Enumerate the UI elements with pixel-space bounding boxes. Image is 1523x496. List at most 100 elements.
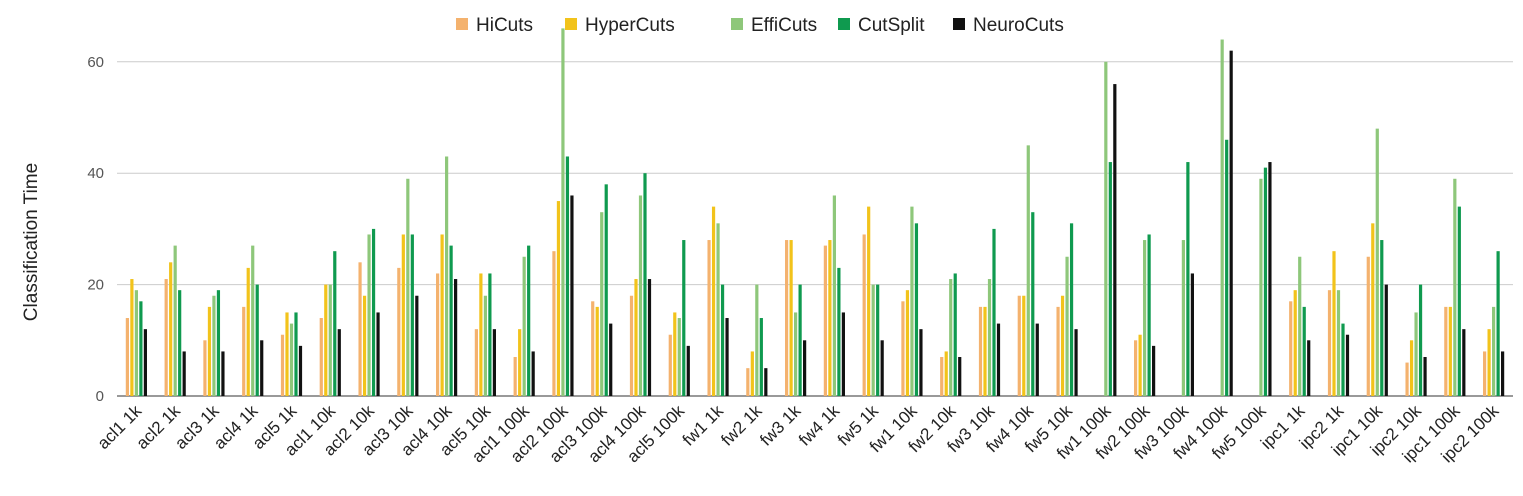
bar xyxy=(764,368,768,396)
bar xyxy=(711,206,716,396)
bar xyxy=(746,368,750,396)
series-HiCuts xyxy=(125,234,1487,396)
bar xyxy=(1293,290,1297,396)
bar xyxy=(513,357,517,396)
bar xyxy=(294,312,298,396)
series-CutSplit xyxy=(139,139,1500,396)
legend-swatch xyxy=(565,18,577,30)
bar xyxy=(518,329,522,396)
bar xyxy=(682,240,686,396)
bar xyxy=(1444,306,1448,396)
bar xyxy=(212,295,216,396)
bar xyxy=(139,301,143,396)
bar xyxy=(978,306,983,396)
legend-swatch xyxy=(953,18,965,30)
bar xyxy=(1069,223,1074,396)
bar xyxy=(1134,340,1138,396)
bar xyxy=(949,279,953,396)
series-HyperCuts xyxy=(130,201,1491,396)
bar xyxy=(987,279,992,396)
bar xyxy=(876,284,880,396)
bar xyxy=(449,245,453,396)
bar xyxy=(609,323,613,396)
bar xyxy=(1462,329,1466,396)
bar xyxy=(1453,178,1457,396)
bar xyxy=(1336,290,1341,396)
bar xyxy=(880,340,884,396)
bar xyxy=(1056,306,1060,396)
bar xyxy=(837,267,841,396)
legend-swatch xyxy=(456,18,468,30)
bar xyxy=(1414,312,1418,396)
bar xyxy=(492,329,496,396)
bar xyxy=(289,323,294,396)
bar xyxy=(1186,162,1190,396)
bar xyxy=(1113,84,1117,396)
bar xyxy=(324,284,328,396)
bar xyxy=(333,251,337,396)
bar xyxy=(823,245,827,396)
bar xyxy=(143,329,147,396)
bar xyxy=(125,318,129,396)
bar xyxy=(867,206,871,396)
bar xyxy=(436,273,440,396)
bar xyxy=(570,195,574,396)
bar xyxy=(629,295,634,396)
bar xyxy=(1487,329,1491,396)
legend-swatch xyxy=(838,18,850,30)
bar xyxy=(242,306,246,396)
bar xyxy=(556,201,561,396)
x-tick-label: fw4 1k xyxy=(795,401,844,450)
bar xyxy=(415,295,419,396)
bar xyxy=(750,351,754,396)
bar xyxy=(1152,345,1156,396)
bar xyxy=(298,345,303,396)
x-tick-label: fw1 1k xyxy=(679,401,728,450)
y-tick-label: 60 xyxy=(87,54,104,71)
bar xyxy=(1289,301,1293,396)
bar xyxy=(862,234,866,396)
bar xyxy=(367,234,371,396)
bar xyxy=(221,351,225,396)
bar xyxy=(488,273,492,396)
bar xyxy=(1031,212,1035,396)
bar xyxy=(958,357,962,396)
bar xyxy=(1225,139,1229,396)
bar xyxy=(803,340,807,396)
bar xyxy=(216,290,221,396)
bar xyxy=(454,279,458,396)
bar xyxy=(173,245,177,396)
bar xyxy=(362,295,367,396)
bar xyxy=(474,329,478,396)
bar xyxy=(1302,306,1306,396)
bar xyxy=(686,345,690,396)
bar xyxy=(798,284,802,396)
bar xyxy=(1384,284,1388,396)
legend: HiCuts HyperCuts EffiCuts CutSplit NeuroCuts xyxy=(456,15,1064,36)
bar xyxy=(1017,295,1021,396)
bar xyxy=(371,228,376,396)
legend-label: EffiCuts xyxy=(751,15,817,36)
bar xyxy=(828,240,832,396)
bar xyxy=(410,234,414,396)
bar xyxy=(643,173,647,396)
bar xyxy=(1108,162,1112,396)
bar xyxy=(285,312,289,396)
y-axis-label: Classification Time xyxy=(21,163,42,321)
bar xyxy=(677,318,681,396)
bar xyxy=(720,284,725,396)
bar xyxy=(1268,162,1272,396)
bar xyxy=(1332,251,1336,396)
bar xyxy=(1138,334,1142,396)
bar xyxy=(1263,167,1268,396)
bar xyxy=(953,273,957,396)
bar xyxy=(1496,251,1500,396)
bar xyxy=(1022,295,1026,396)
bar xyxy=(871,284,875,396)
bar xyxy=(401,234,405,396)
bar xyxy=(1492,306,1496,396)
bar xyxy=(707,240,711,396)
x-tick-label: fw2 1k xyxy=(717,401,766,450)
bar xyxy=(1483,351,1487,396)
